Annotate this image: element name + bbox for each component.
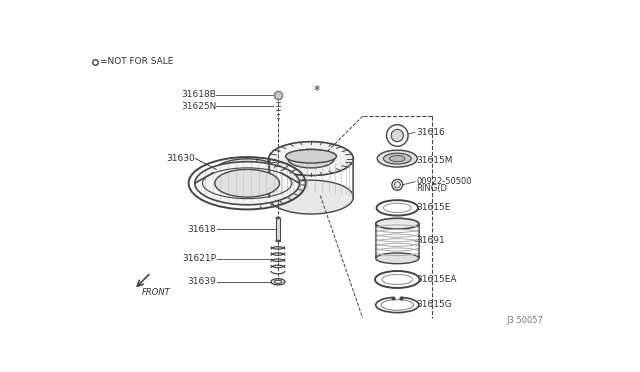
Ellipse shape	[271, 279, 285, 285]
Ellipse shape	[274, 280, 282, 283]
Text: J3 50057: J3 50057	[507, 316, 543, 325]
Ellipse shape	[378, 150, 417, 167]
Text: 31625N: 31625N	[181, 102, 216, 111]
Ellipse shape	[381, 299, 413, 310]
Ellipse shape	[376, 200, 418, 216]
Text: 31691: 31691	[417, 237, 445, 246]
Ellipse shape	[383, 153, 411, 164]
Text: 31618: 31618	[188, 225, 216, 234]
Ellipse shape	[376, 253, 419, 264]
Bar	[276, 218, 280, 241]
Text: 31615M: 31615M	[417, 155, 453, 165]
Text: 31615G: 31615G	[417, 301, 452, 310]
Ellipse shape	[288, 149, 334, 168]
Ellipse shape	[215, 169, 280, 197]
Text: FRONT: FRONT	[141, 288, 170, 297]
Text: *: *	[314, 84, 319, 97]
Circle shape	[391, 129, 403, 142]
Text: 31639: 31639	[188, 277, 216, 286]
Text: 31618B: 31618B	[182, 90, 216, 99]
Ellipse shape	[376, 218, 419, 229]
Text: 00922-50500: 00922-50500	[417, 177, 472, 186]
Text: 31615E: 31615E	[417, 203, 451, 212]
Circle shape	[387, 125, 408, 146]
Text: 31615EA: 31615EA	[417, 275, 457, 284]
Ellipse shape	[195, 162, 300, 205]
Ellipse shape	[276, 240, 280, 242]
Ellipse shape	[375, 271, 420, 288]
Text: 31630: 31630	[166, 154, 195, 163]
Ellipse shape	[213, 159, 281, 187]
Text: 31616: 31616	[417, 128, 445, 137]
Ellipse shape	[269, 142, 353, 176]
Text: 31621P: 31621P	[182, 254, 216, 263]
Ellipse shape	[382, 275, 413, 285]
Circle shape	[392, 179, 403, 190]
Circle shape	[394, 182, 401, 188]
Ellipse shape	[383, 203, 411, 212]
Text: RING(D: RING(D	[417, 184, 447, 193]
Ellipse shape	[390, 155, 405, 162]
Ellipse shape	[285, 150, 337, 163]
Ellipse shape	[276, 217, 280, 219]
Text: =NOT FOR SALE: =NOT FOR SALE	[100, 57, 173, 66]
Ellipse shape	[376, 297, 419, 312]
Ellipse shape	[269, 180, 353, 214]
